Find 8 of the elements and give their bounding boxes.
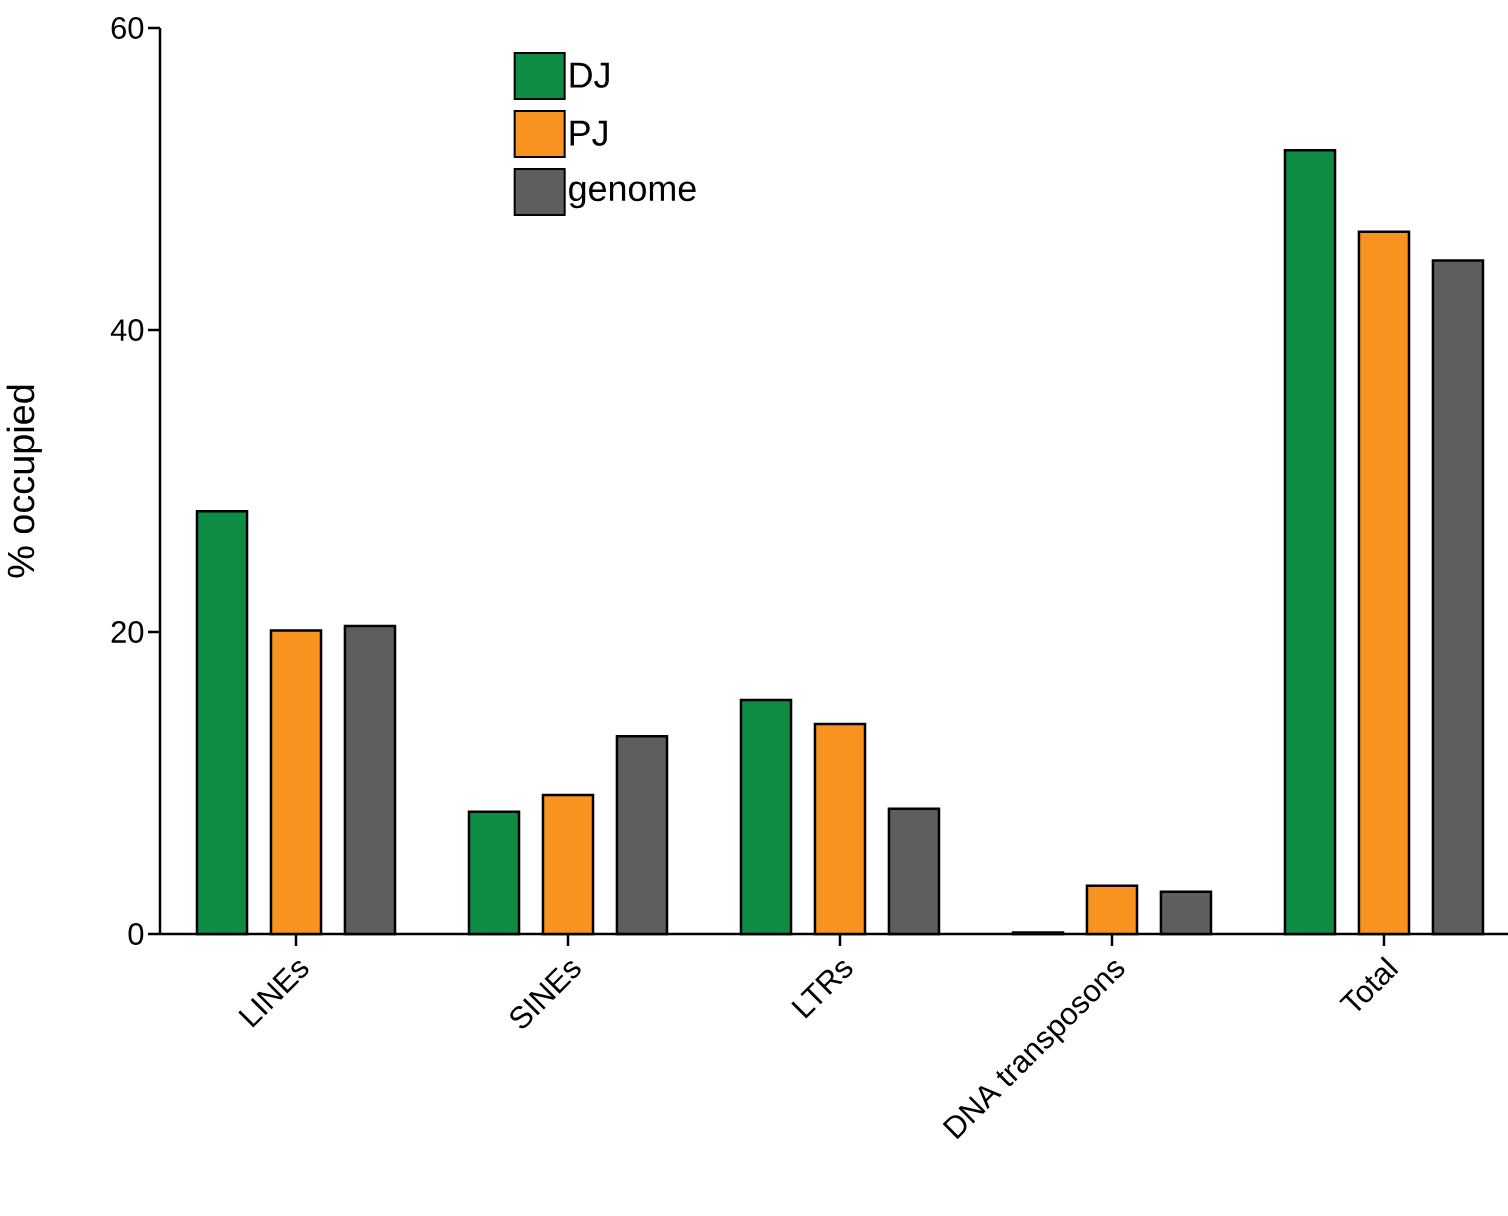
y-tick-label: 40 — [110, 319, 144, 341]
y-tick-label: 20 — [111, 621, 144, 643]
y-tick-label: 60 — [111, 17, 144, 39]
y-tick-label: 0 — [128, 923, 144, 945]
legend-label: PJ — [570, 120, 607, 146]
y-axis-title: % occupied — [6, 385, 42, 578]
legend-label: genome — [569, 181, 696, 209]
legend-label: DJ — [570, 62, 609, 88]
